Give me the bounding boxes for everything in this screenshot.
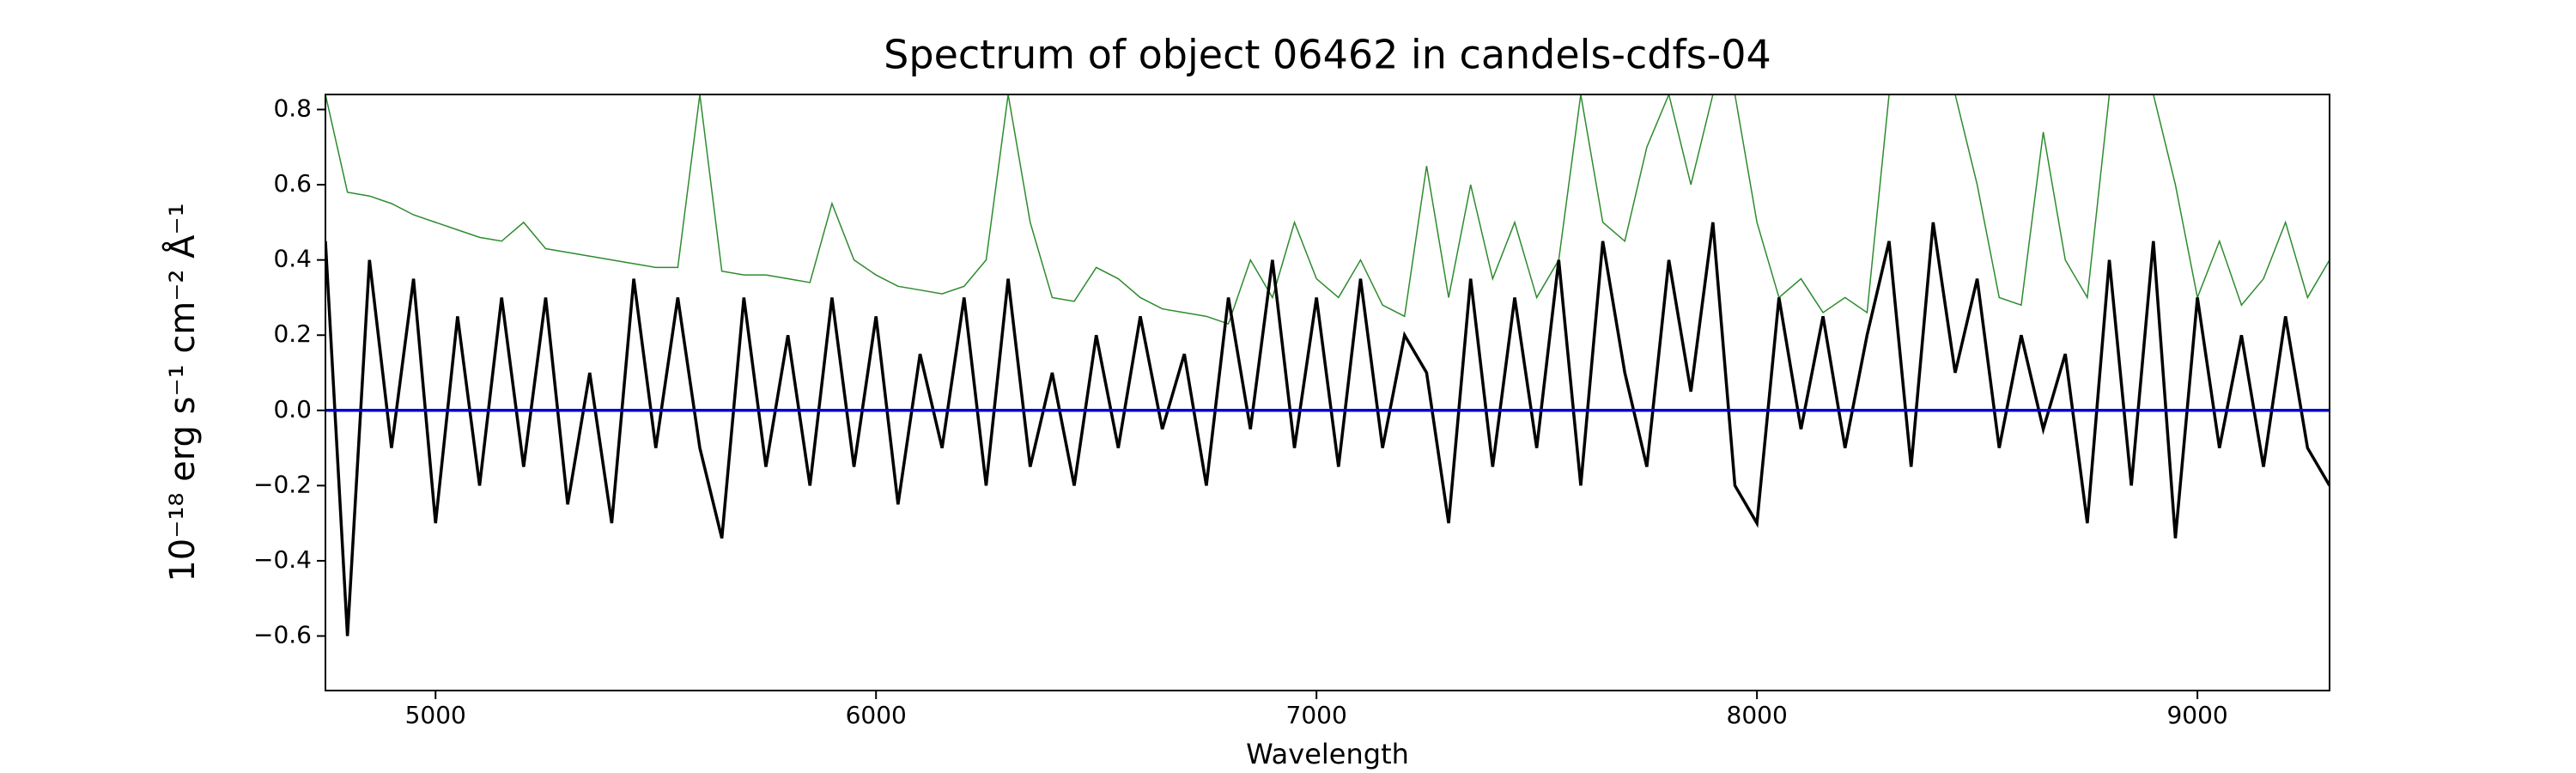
y-tick-label: −0.2 [253, 470, 312, 498]
y-axis-label: 10⁻¹⁸ erg s⁻¹ cm⁻² Å⁻¹ [161, 203, 203, 581]
y-tick-label: −0.4 [253, 545, 312, 574]
y-tick-label: 0.2 [273, 320, 312, 348]
y-tick-label: −0.6 [253, 621, 312, 649]
spectrum-line [325, 222, 2330, 636]
x-tick-label: 7000 [1286, 701, 1347, 729]
x-tick-label: 5000 [405, 701, 466, 729]
x-tick-label: 6000 [846, 701, 907, 729]
plot-frame [325, 94, 2330, 691]
plot-lines [325, 94, 2330, 636]
chart-title: Spectrum of object 06462 in candels-cdfs… [884, 32, 1771, 78]
y-tick-label: 0.8 [273, 94, 312, 123]
x-axis-label: Wavelength [1246, 738, 1409, 770]
y-tick-label: 0.6 [273, 169, 312, 198]
y-tick-label: 0.4 [273, 245, 312, 273]
x-tick-label: 8000 [1727, 701, 1788, 729]
y-tick-label: 0.0 [273, 395, 312, 423]
x-tick-label: 9000 [2166, 701, 2227, 729]
spectrum-line [325, 94, 2330, 326]
